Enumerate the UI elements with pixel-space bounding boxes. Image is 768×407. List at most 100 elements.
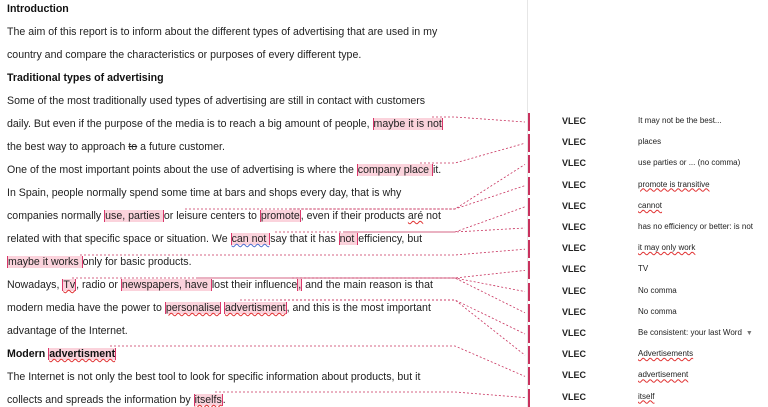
text-line: One of the most important points about t… — [7, 163, 441, 177]
comment-body: it may only work — [638, 243, 696, 253]
text-run: Modern — [7, 348, 49, 360]
comment[interactable]: VLEC it may only work — [528, 240, 768, 259]
comment-author: VLEC — [562, 222, 587, 232]
comment[interactable]: VLEC places — [528, 134, 768, 153]
comment-text: it may only work — [638, 243, 695, 252]
comment[interactable]: VLEC itself — [528, 388, 768, 407]
comment-author: VLEC — [562, 264, 587, 275]
comment[interactable]: VLEC has no efficiency or better: is not — [528, 219, 768, 237]
comment-body: itself — [638, 391, 655, 401]
comment-text: No comma — [638, 286, 677, 295]
commented-text[interactable]: maybe it is not — [372, 118, 443, 130]
text-line: collects and spreads the information by … — [7, 393, 226, 407]
commented-text[interactable]: advertisment — [223, 302, 287, 314]
comment-author: VLEC — [562, 349, 587, 360]
deleted-text: to — [128, 141, 138, 153]
comment[interactable]: VLEC promote is transitive — [528, 176, 768, 195]
document-page[interactable]: Introduction The aim of this report is to… — [0, 0, 527, 407]
comment[interactable]: VLEC No comma — [528, 282, 768, 301]
comment-text: cannot — [638, 201, 662, 210]
text-line: companies normally use, parties or leisu… — [7, 209, 441, 223]
comment-text: places — [638, 137, 661, 146]
commented-text[interactable]: personalise — [164, 302, 222, 314]
comment[interactable]: VLEC TV — [528, 261, 768, 280]
comment-marker — [528, 325, 530, 343]
text-line: The Internet is not only the best tool t… — [7, 370, 420, 384]
text-run: or leisure centers to — [163, 210, 260, 222]
text-line: country and compare the characteristics … — [7, 48, 361, 62]
comment[interactable]: VLEC Be consistent: your last Word ▼ — [528, 325, 768, 343]
comment-text: Be consistent: your last Word ▼ — [638, 328, 753, 337]
comment-author: VLEC — [562, 391, 587, 402]
comment[interactable]: VLEC cannot — [528, 197, 768, 216]
text-line: modern media have the power to personali… — [7, 301, 431, 315]
comment[interactable]: VLEC It may not be the best... — [528, 113, 768, 131]
commented-text[interactable]: advertisment — [48, 348, 117, 360]
text-run: related with that specific space or situ… — [7, 233, 231, 245]
text-run: modern media have the power to — [7, 302, 165, 314]
comment-body: has no efficiency or better: is not — [638, 222, 754, 231]
comment[interactable]: VLEC No comma — [528, 303, 768, 322]
commented-text[interactable]: use, parties — [104, 210, 164, 222]
text-run: the best way to approach — [7, 141, 129, 153]
comment[interactable]: VLEC Advertisements — [528, 346, 768, 365]
text-run: a future customer. — [137, 141, 225, 153]
text-run: and the main reason is that — [302, 279, 433, 291]
commented-text[interactable]: promote — [259, 210, 301, 222]
heading: Introduction — [7, 2, 69, 16]
text-run: , even if their products — [300, 210, 408, 222]
comment-marker — [528, 282, 530, 301]
comment-text: TV — [638, 264, 648, 273]
comment-marker — [528, 197, 530, 216]
text-run: The Internet is not only the best tool t… — [7, 371, 421, 383]
text-line: The aim of this report is to inform abou… — [7, 25, 437, 39]
commented-text[interactable]: company place — [356, 164, 433, 176]
text-run: In Spain, people normally spend some tim… — [7, 187, 402, 199]
text-line: advantage of the Internet. — [7, 324, 128, 338]
comment-author: VLEC — [562, 200, 587, 211]
comments-pane: VLEC It may not be the best... VLEC places V… — [527, 0, 768, 407]
comment-marker — [528, 155, 530, 174]
comment[interactable]: VLEC advertisement — [528, 367, 768, 386]
text-run: . — [222, 394, 226, 406]
comment-text: It may not be the best... — [638, 116, 722, 125]
comment-body: Advertisements — [638, 349, 694, 359]
text-line: related with that specific space or situ… — [7, 232, 422, 246]
commented-text[interactable]: newspapers, have — [120, 279, 212, 291]
text-run: lost their influence — [211, 279, 298, 291]
comment-body: Be consistent: your last Word — [638, 328, 742, 337]
text-line: daily. But even if the purpose of the me… — [7, 117, 443, 131]
commented-text[interactable]: can not — [230, 233, 271, 245]
comment-marker — [528, 176, 530, 195]
heading: Modern advertisment — [7, 347, 117, 361]
comment-author: VLEC — [562, 179, 587, 190]
text-line: Some of the most traditionally used type… — [7, 94, 425, 108]
commented-text[interactable]: maybe it works — [7, 256, 83, 268]
comment-marker — [528, 303, 530, 322]
text-line: the best way to approach to a future cus… — [7, 140, 225, 154]
comment-text: itself — [638, 392, 654, 401]
text-run: efficiency, but — [358, 233, 423, 245]
comment-body: No comma — [638, 285, 677, 295]
text-run: daily. But even if the purpose of the me… — [7, 118, 373, 130]
comment-author: VLEC — [562, 116, 587, 126]
comment-marker — [528, 261, 530, 280]
comment-text: Advertisements — [638, 349, 693, 358]
text-run: Some of the most traditionally used type… — [7, 95, 426, 107]
commented-text[interactable]: Tv — [62, 279, 77, 291]
commented-text[interactable]: itselfs — [193, 394, 223, 406]
text-run: only for basic products. — [82, 256, 192, 268]
comment-body: cannot — [638, 200, 663, 210]
text-run: it. — [433, 164, 442, 176]
comment[interactable]: VLEC use parties or ... (no comma) — [528, 155, 768, 174]
triangle-down-icon[interactable]: ▼ — [745, 330, 753, 337]
commented-text[interactable]: not — [338, 233, 359, 245]
text-line: maybe it works only for basic products. — [7, 255, 192, 269]
comment-author: VLEC — [562, 370, 587, 381]
text-run: The aim of this report is to inform abou… — [7, 26, 438, 38]
comment-author: VLEC — [562, 243, 587, 254]
comment-text: advertisement — [638, 370, 688, 379]
comment-text: use parties or ... (no comma) — [638, 158, 740, 167]
comment-marker — [528, 219, 530, 237]
text-run: , and this is the most important — [286, 302, 431, 314]
